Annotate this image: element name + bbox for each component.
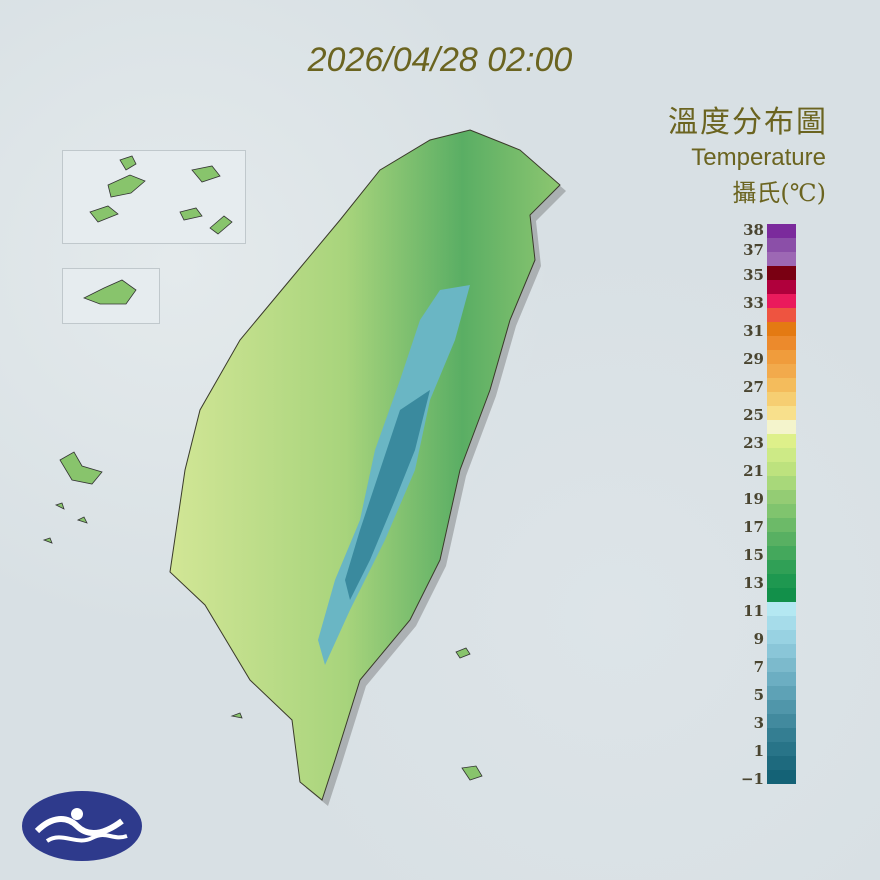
legend-color-segment bbox=[767, 476, 796, 490]
legend-color-segment bbox=[767, 756, 796, 770]
unit-label: 攝氏(℃) bbox=[732, 179, 826, 207]
legend-color-segment bbox=[767, 378, 796, 392]
legend-color-segment bbox=[767, 588, 796, 602]
legend-label: 17 bbox=[743, 518, 764, 536]
legend-color-segment bbox=[767, 448, 796, 462]
legend-label: 21 bbox=[743, 462, 764, 480]
peak-zone bbox=[345, 390, 430, 600]
legend-color-segment bbox=[767, 392, 796, 406]
legend-color-segment bbox=[767, 308, 796, 322]
legend-label: 33 bbox=[743, 294, 764, 312]
legend-label: 29 bbox=[743, 350, 764, 368]
legend-label: 19 bbox=[743, 490, 764, 508]
legend-color-segment bbox=[767, 364, 796, 378]
legend-label: 1 bbox=[753, 742, 764, 760]
legend-label: −1 bbox=[740, 770, 764, 788]
legend-label: 13 bbox=[743, 574, 764, 592]
legend-color-segment bbox=[767, 560, 796, 574]
logo bbox=[22, 791, 142, 861]
legend-color-segment bbox=[767, 770, 796, 784]
legend-color-segment bbox=[767, 532, 796, 546]
outlying-islands bbox=[42, 155, 483, 781]
legend-label: 23 bbox=[743, 434, 764, 452]
legend-color-segment bbox=[767, 658, 796, 672]
legend-label: 5 bbox=[753, 686, 764, 704]
temperature-legend-bar bbox=[767, 224, 796, 784]
legend-label: 3 bbox=[753, 714, 764, 732]
legend-label: 31 bbox=[743, 322, 764, 340]
legend-color-segment bbox=[767, 434, 796, 448]
legend-color-segment bbox=[767, 728, 796, 742]
legend-color-segment bbox=[767, 406, 796, 420]
legend-color-segment bbox=[767, 490, 796, 504]
legend-color-segment bbox=[767, 252, 796, 266]
title-chinese: 溫度分布圖 bbox=[668, 105, 828, 140]
map-datetime: 2026/04/28 02:00 bbox=[307, 41, 573, 79]
legend-color-segment bbox=[767, 518, 796, 532]
legend-label: 35 bbox=[743, 266, 764, 284]
taiwan-land bbox=[169, 129, 561, 801]
legend-color-segment bbox=[767, 672, 796, 686]
legend-color-segment bbox=[767, 238, 796, 252]
legend-color-segment bbox=[767, 602, 796, 616]
legend-color-segment bbox=[767, 420, 796, 434]
legend-label: 7 bbox=[753, 658, 764, 676]
legend-color-segment bbox=[767, 700, 796, 714]
legend-color-segment bbox=[767, 714, 796, 728]
legend-color-segment bbox=[767, 644, 796, 658]
legend-color-segment bbox=[767, 322, 796, 336]
legend-label: 38 bbox=[743, 221, 764, 239]
legend-color-segment bbox=[767, 616, 796, 630]
legend-color-segment bbox=[767, 266, 796, 280]
legend-color-segment bbox=[767, 504, 796, 518]
legend-color-segment bbox=[767, 742, 796, 756]
legend-color-segment bbox=[767, 280, 796, 294]
legend-color-segment bbox=[767, 686, 796, 700]
legend-color-segment bbox=[767, 336, 796, 350]
legend-label: 11 bbox=[743, 602, 764, 620]
legend-color-segment bbox=[767, 462, 796, 476]
legend-color-segment bbox=[767, 546, 796, 560]
legend-color-segment bbox=[767, 224, 796, 238]
title-english: Temperature bbox=[691, 144, 826, 171]
legend-label: 27 bbox=[743, 378, 764, 396]
legend-color-segment bbox=[767, 630, 796, 644]
legend-label: 15 bbox=[743, 546, 764, 564]
legend-label: 37 bbox=[743, 241, 764, 259]
legend-label: 25 bbox=[743, 406, 764, 424]
legend-color-segment bbox=[767, 294, 796, 308]
legend-color-segment bbox=[767, 574, 796, 588]
legend-label: 9 bbox=[753, 630, 764, 648]
legend-color-segment bbox=[767, 350, 796, 364]
